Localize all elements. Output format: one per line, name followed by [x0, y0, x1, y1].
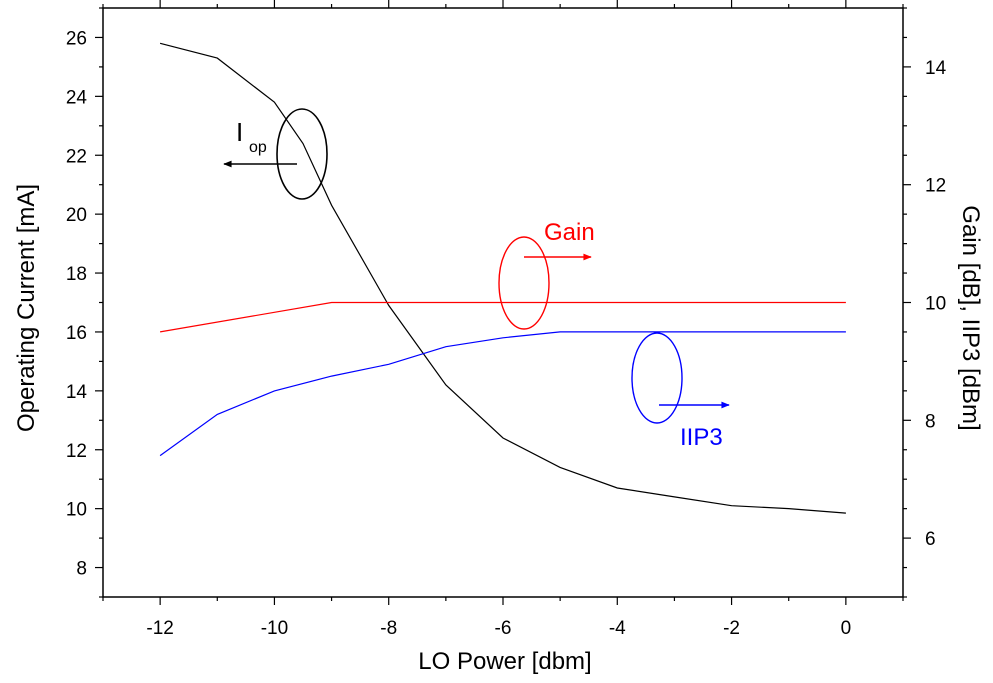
x-tick-label: -10: [261, 618, 288, 639]
series-line-iip3: [159, 331, 846, 457]
right-y-tick-label: 8: [925, 411, 936, 432]
iop-ellipse: [276, 108, 328, 200]
left-y-tick-label: 16: [66, 323, 87, 344]
left-y-tick-label: 14: [66, 382, 88, 403]
x-tick-label: -8: [380, 618, 397, 639]
left-y-tick-label: 20: [66, 205, 87, 226]
right-y-tick-label: 6: [925, 529, 936, 550]
right-y-axis-title: Gain [dB], IIP3 [dBm]: [957, 205, 984, 430]
x-axis-title: LO Power [dbm]: [418, 648, 591, 675]
left-y-tick-label: 18: [66, 264, 87, 285]
left-y-tick-label: 12: [66, 441, 87, 462]
left-y-tick-label: 24: [66, 87, 88, 108]
right-y-tick-label: 12: [925, 176, 946, 197]
left-y-axis-title: Operating Current [mA]: [13, 184, 40, 432]
x-tick-label: -4: [609, 618, 626, 639]
ticks-layer: -12 -10 -8 -6 -4 -2 0 8 10 12 14 16 18 20 22 24 26 6 8 10 12…: [66, 0, 947, 639]
right-y-tick-label: 14: [925, 58, 947, 79]
series-layer: [159, 42, 846, 514]
x-tick-label: -6: [495, 618, 512, 639]
series-line-gain: [159, 301, 846, 333]
x-tick-label: -2: [723, 618, 740, 639]
iop-label: I: [236, 117, 243, 147]
left-y-tick-label: 10: [66, 500, 87, 521]
iip3-ellipse: [631, 332, 683, 424]
right-y-tick-label: 10: [925, 294, 946, 315]
iip3-label: IIP3: [680, 424, 723, 451]
left-y-tick-label: 26: [66, 28, 87, 49]
gain-ellipse: [498, 236, 550, 330]
x-tick-label: -12: [146, 618, 173, 639]
gain-label: Gain: [544, 219, 595, 246]
series-line-iop: [159, 42, 846, 514]
left-y-tick-label: 8: [76, 559, 87, 580]
iop-label-subscript: op: [249, 139, 267, 156]
left-y-tick-label: 22: [66, 146, 87, 167]
annotations-layer: Iop Gain IIP3: [223, 108, 730, 451]
x-tick-label: 0: [841, 618, 852, 639]
